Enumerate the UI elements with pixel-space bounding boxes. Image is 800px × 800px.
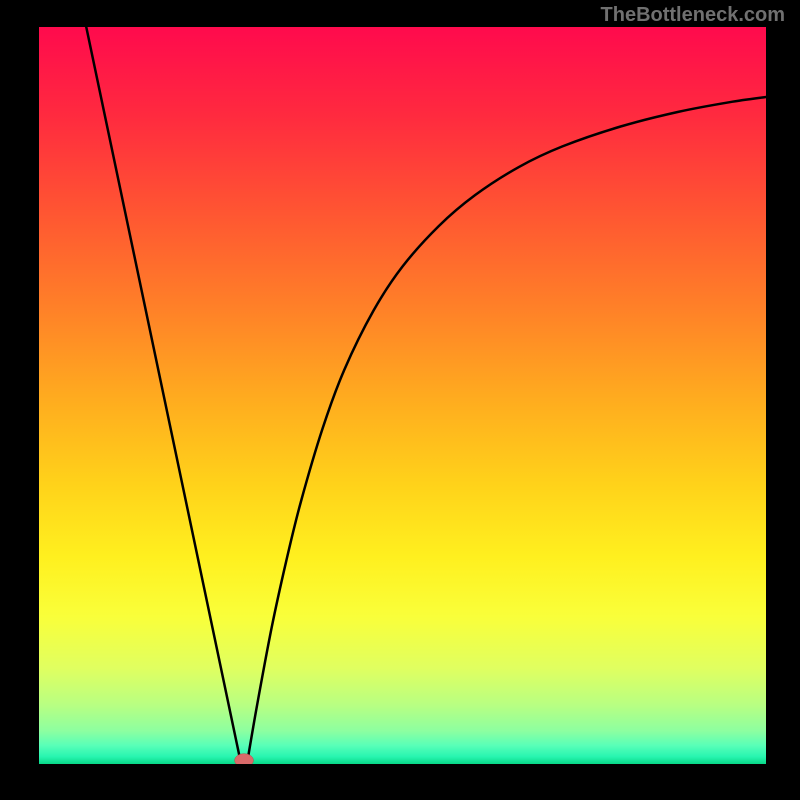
chart-svg xyxy=(39,27,766,764)
chart-plot-area xyxy=(39,27,766,764)
gradient-background xyxy=(39,27,766,764)
watermark-text: TheBottleneck.com xyxy=(601,4,785,27)
